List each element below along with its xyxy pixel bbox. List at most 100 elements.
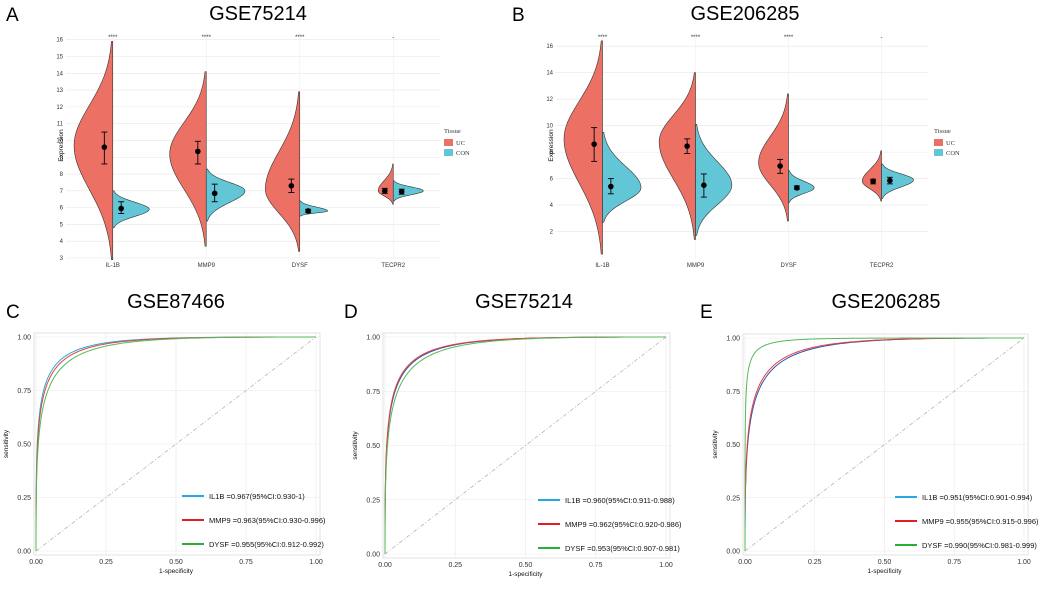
y-tick-label: 8 — [550, 150, 554, 156]
mean-point — [701, 182, 707, 189]
x-axis-label: 1-specificity — [159, 568, 194, 575]
y-tick-label: 14 — [56, 71, 63, 77]
roc-curve-dysf — [744, 337, 1024, 552]
plot-area: 0.00 0.25 0.50 0.75 1.00 0.00 0.25 0.50 0.75 1.00… — [712, 333, 1038, 575]
violin-con — [881, 163, 914, 199]
x-tick-label: 0.25 — [448, 562, 462, 569]
x-tick-label: 0.50 — [169, 559, 183, 566]
x-tick-label: 0.75 — [589, 562, 603, 569]
x-tick-label: 0.25 — [808, 559, 822, 566]
x-tick-label: 0.75 — [239, 559, 253, 566]
y-tick-label: 0.50 — [366, 443, 380, 450]
x-tick-label: MMP9 — [198, 263, 216, 269]
legend: IL1B =0.951(95%CI:0.901-0.994) MMP9 =0.95… — [895, 493, 1038, 550]
x-tick-label: 0.50 — [878, 559, 892, 566]
y-tick-label: 2 — [550, 230, 554, 236]
legend-title: Tissue — [444, 128, 461, 135]
y-tick-label: 10 — [546, 124, 553, 130]
y-tick-label: 15 — [56, 55, 63, 61]
legend-label: DYSF =0.953(95%CI:0.907-0.981) — [565, 544, 680, 553]
mean-point — [794, 185, 800, 191]
violin-con — [602, 131, 642, 223]
legend: IL1B =0.960(95%CI:0.911-0.988) MMP9 =0.96… — [538, 496, 682, 553]
roc-curve-dysf — [35, 336, 316, 552]
y-tick-label: 0.75 — [366, 389, 380, 396]
x-tick-label: 0.00 — [29, 559, 43, 566]
legend-label: DYSF =0.990(95%CI:0.981-0.999) — [922, 541, 1037, 550]
x-tick-label: 1.00 — [309, 559, 323, 566]
mean-point — [870, 178, 876, 185]
violin-uc — [563, 40, 603, 255]
x-tick-label: 0.50 — [519, 562, 533, 569]
x-tick-label: 0.00 — [378, 562, 392, 569]
mean-point — [101, 144, 108, 150]
legend-label: MMP9 =0.962(95%CI:0.920-0.986) — [565, 520, 682, 529]
significance-label: **** — [598, 35, 608, 41]
legend-swatch — [444, 139, 453, 146]
violin-con — [392, 180, 424, 202]
y-tick-label: 0.25 — [726, 495, 740, 502]
mean-point — [305, 208, 311, 214]
panel-letter: D — [344, 302, 358, 323]
y-tick-label: 0.50 — [17, 442, 31, 449]
panel-letter: C — [6, 302, 20, 323]
legend-label: UC — [946, 140, 955, 147]
legend-label: IL1B =0.960(95%CI:0.911-0.988) — [565, 496, 675, 505]
y-axis-label: sensitivity — [3, 429, 10, 458]
violin-con — [788, 170, 815, 203]
mean-point — [684, 143, 690, 149]
y-tick-label: 16 — [56, 38, 63, 44]
violin-con — [695, 124, 733, 236]
y-tick-label: 12 — [546, 97, 553, 103]
panel-letter: E — [700, 302, 713, 323]
y-tick-label: 0.00 — [726, 549, 740, 556]
mean-point — [887, 177, 893, 184]
mean-point — [288, 182, 295, 189]
mean-point — [777, 163, 783, 169]
roc-curve-dysf — [384, 336, 666, 555]
legend-label: CON — [946, 150, 960, 157]
y-tick-label: 8 — [60, 172, 64, 178]
plot-area: 2 4 6 8 10 12 14 16 IL-1B **** MMP9 **** DYSF **** TEC… — [546, 33, 960, 269]
legend-label: MMP9 =0.955(95%CI:0.915-0.996) — [922, 517, 1038, 526]
panel-letter: A — [6, 5, 19, 26]
significance-label: **** — [691, 35, 701, 41]
x-tick-label: 0.00 — [738, 559, 752, 566]
violin-con — [205, 168, 246, 222]
x-tick-label: TECPR2 — [870, 263, 894, 269]
y-tick-label: 0.00 — [366, 552, 380, 559]
plot-background — [66, 33, 440, 258]
x-tick-label: DYSF — [292, 263, 308, 269]
y-tick-label: 1.00 — [17, 335, 31, 342]
violin-uc — [73, 41, 114, 260]
legend: IL1B =0.967(95%CI:0.930-1) MMP9 =0.963(95… — [182, 492, 326, 549]
y-axis-label: Expression — [58, 129, 65, 162]
y-tick-label: 0.00 — [17, 549, 31, 556]
x-axis-label: 1-specificity — [509, 571, 544, 578]
mean-point — [195, 148, 201, 155]
x-tick-label: MMP9 — [687, 263, 705, 269]
legend-swatch — [444, 149, 453, 156]
mean-point — [382, 188, 388, 194]
legend: Tissue UC CON — [444, 128, 470, 157]
y-axis-label: sensitivity — [712, 430, 719, 459]
violin-uc — [758, 93, 789, 222]
panel-a-violin: A GSE75214 3 4 5 6 7 8 9 10 11 12 13 14 15 16 IL-1B ***… — [6, 3, 470, 269]
x-tick-label: IL-1B — [595, 263, 609, 269]
legend-label: IL1B =0.951(95%CI:0.901-0.994) — [922, 493, 1033, 502]
y-tick-label: 0.75 — [726, 389, 740, 396]
chart-title: GSE75214 — [209, 3, 307, 25]
y-tick-label: 4 — [60, 239, 64, 245]
significance-label: **** — [784, 35, 794, 41]
violin-con — [112, 190, 150, 229]
x-tick-label: DYSF — [780, 263, 796, 269]
violin-uc — [265, 91, 301, 252]
y-tick-label: 0.75 — [17, 388, 31, 395]
chart-title: GSE206285 — [691, 3, 800, 25]
legend-swatch — [934, 139, 943, 146]
chart-title: GSE75214 — [475, 291, 573, 313]
panel-letter: B — [512, 5, 525, 26]
y-tick-label: 0.50 — [726, 442, 740, 449]
y-tick-label: 16 — [546, 44, 553, 50]
y-tick-label: 5 — [60, 222, 64, 228]
